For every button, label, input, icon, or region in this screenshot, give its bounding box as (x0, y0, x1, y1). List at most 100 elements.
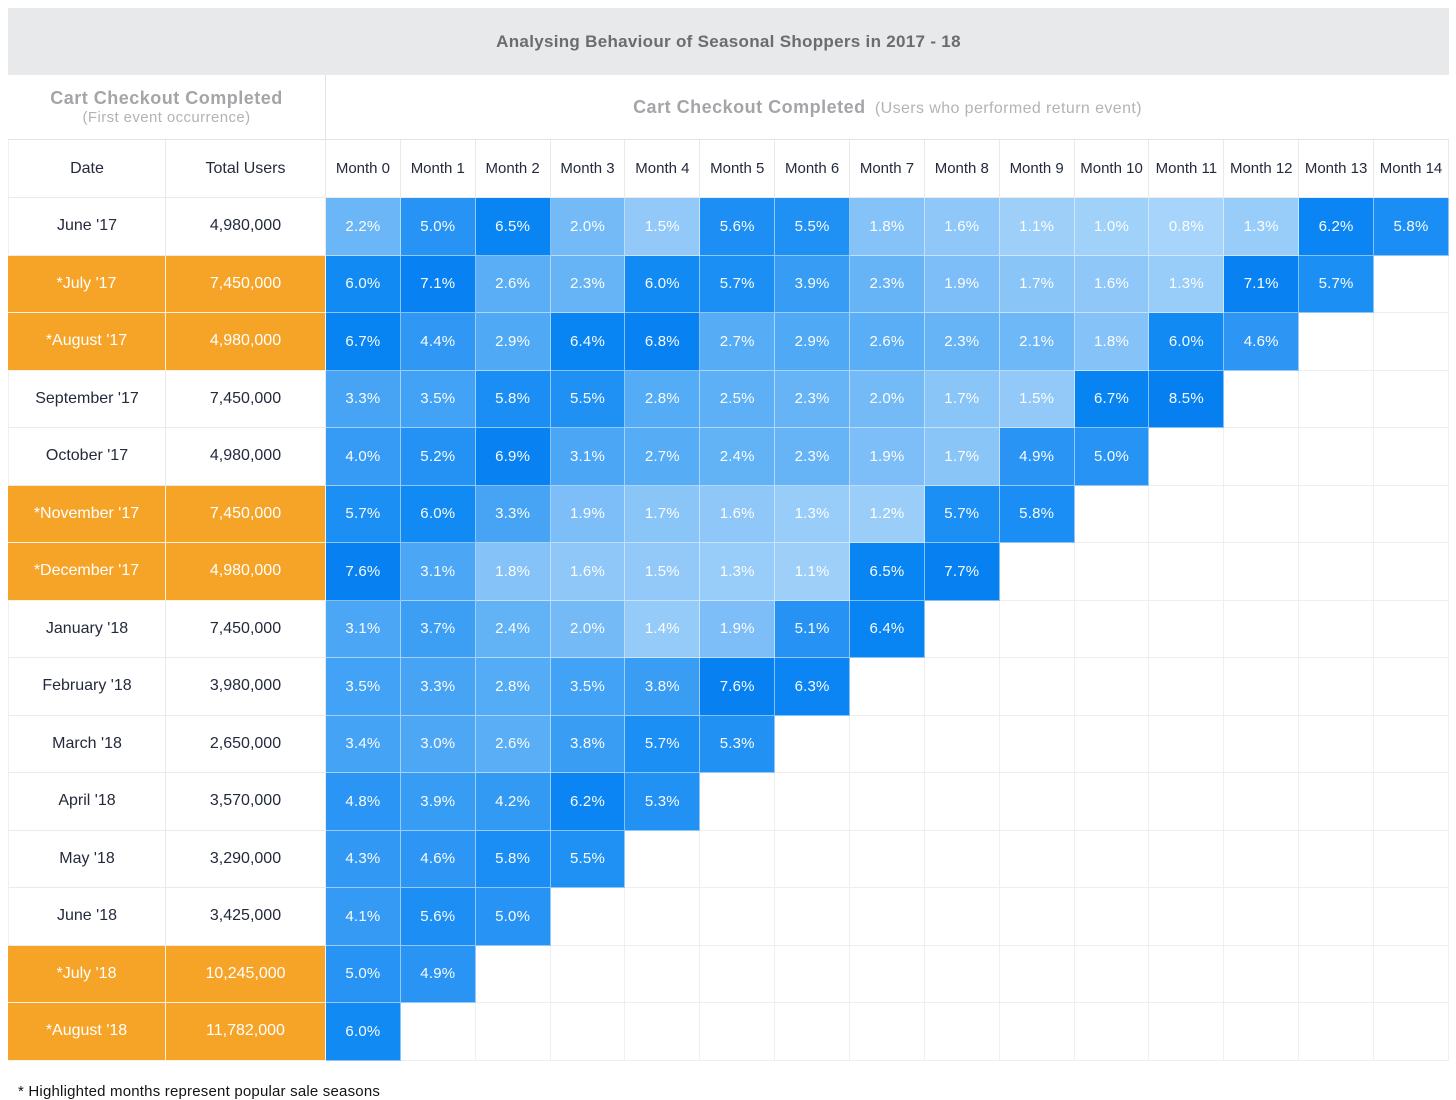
retention-cell-m10: 1.6% (1074, 255, 1150, 313)
col-header-month-10: Month 10 (1074, 140, 1150, 198)
retention-cell-m5: 5.6% (700, 198, 776, 256)
empty-cell-m10 (1074, 773, 1150, 831)
retention-cell-m8: 1.9% (924, 255, 1000, 313)
retention-cell-m1: 3.7% (400, 600, 476, 658)
retention-cell-m2: 2.9% (475, 313, 551, 371)
retention-cell-m4: 5.7% (625, 715, 701, 773)
row-date: April '18 (8, 773, 166, 831)
empty-cell-m7 (850, 773, 925, 831)
row-total-users: 3,570,000 (166, 773, 326, 831)
empty-cell-m12 (1224, 830, 1300, 888)
subheader-row: Cart Checkout Completed (First event occ… (8, 75, 1449, 140)
retention-cell-m6: 1.1% (775, 543, 851, 601)
retention-cell-m0: 3.3% (326, 370, 401, 428)
col-header-month-6: Month 6 (775, 140, 851, 198)
return-event-subtitle: (Users who performed return event) (874, 99, 1142, 117)
retention-cell-m11: 0.8% (1149, 198, 1225, 256)
empty-cell-m14 (1374, 600, 1449, 658)
row-date: February '18 (8, 658, 166, 716)
empty-cell-m13 (1299, 773, 1375, 831)
retention-cell-m0: 2.2% (326, 198, 401, 256)
empty-cell-m6 (775, 945, 851, 1003)
retention-cell-m2: 6.5% (475, 198, 551, 256)
col-header-date: Date (8, 140, 166, 198)
retention-cell-m0: 4.1% (326, 888, 401, 946)
retention-cell-m1: 3.3% (400, 658, 476, 716)
empty-cell-m12 (1224, 715, 1300, 773)
retention-cell-m1: 4.6% (400, 830, 476, 888)
empty-cell-m11 (1149, 658, 1225, 716)
row-total-users: 7,450,000 (166, 485, 326, 543)
empty-cell-m14 (1374, 255, 1449, 313)
empty-cell-m13 (1299, 830, 1375, 888)
retention-cell-m4: 3.8% (625, 658, 701, 716)
retention-cell-m0: 7.6% (326, 543, 401, 601)
row-total-users: 4,980,000 (166, 198, 326, 256)
empty-cell-m6 (775, 888, 851, 946)
retention-cell-m12: 4.6% (1224, 313, 1300, 371)
empty-cell-m10 (1074, 600, 1150, 658)
retention-cell-m0: 4.8% (326, 773, 401, 831)
retention-cell-m5: 5.7% (700, 255, 776, 313)
retention-cell-m9: 1.5% (999, 370, 1075, 428)
empty-cell-m12 (1224, 543, 1300, 601)
row-date: March '18 (8, 715, 166, 773)
row-date: *November '17 (8, 485, 166, 543)
empty-cell-m10 (1074, 543, 1150, 601)
retention-cell-m8: 7.7% (924, 543, 1000, 601)
row-total-users: 3,980,000 (166, 658, 326, 716)
retention-cell-m4: 1.7% (625, 485, 701, 543)
row-date: *August '17 (8, 313, 166, 371)
retention-cell-m5: 5.3% (700, 715, 776, 773)
empty-cell-m12 (1224, 600, 1300, 658)
row-date: *August '18 (8, 1003, 166, 1061)
cohort-row-0: June '17 4,980,000 2.2% 5.0% 6.5% 2.0% 1.5% 5.6… (8, 198, 1449, 256)
empty-cell-m13 (1299, 543, 1375, 601)
retention-cell-m5: 7.6% (700, 658, 776, 716)
empty-cell-m12 (1224, 485, 1300, 543)
retention-cell-m1: 4.9% (400, 945, 476, 1003)
empty-cell-m8 (924, 773, 1000, 831)
retention-cell-m3: 3.5% (550, 658, 626, 716)
retention-cell-m3: 5.5% (550, 830, 626, 888)
retention-cell-m7: 1.8% (850, 198, 925, 256)
retention-cell-m11: 8.5% (1149, 370, 1225, 428)
retention-cell-m1: 3.1% (400, 543, 476, 601)
col-header-month-2: Month 2 (475, 140, 551, 198)
cohort-table: Cart Checkout Completed (First event occ… (8, 75, 1449, 1061)
row-total-users: 7,450,000 (166, 370, 326, 428)
empty-cell-m9 (999, 715, 1075, 773)
column-header-row: Date Total Users Month 0 Month 1 Month 2 Mo… (8, 140, 1449, 198)
retention-cell-m1: 5.6% (400, 888, 476, 946)
retention-cell-m4: 6.0% (625, 255, 701, 313)
row-date: October '17 (8, 428, 166, 486)
retention-cell-m8: 5.7% (924, 485, 1000, 543)
row-total-users: 7,450,000 (166, 600, 326, 658)
empty-cell-m8 (924, 830, 1000, 888)
retention-cell-m5: 1.9% (700, 600, 776, 658)
empty-cell-m10 (1074, 830, 1150, 888)
empty-cell-m11 (1149, 945, 1225, 1003)
empty-cell-m11 (1149, 773, 1225, 831)
row-total-users: 10,245,000 (166, 945, 326, 1003)
row-date: June '17 (8, 198, 166, 256)
empty-cell-m3 (550, 945, 626, 1003)
retention-cell-m10: 5.0% (1074, 428, 1150, 486)
retention-cell-m2: 6.9% (475, 428, 551, 486)
empty-cell-m11 (1149, 600, 1225, 658)
retention-cell-m11: 6.0% (1149, 313, 1225, 371)
empty-cell-m12 (1224, 773, 1300, 831)
empty-cell-m2 (475, 1003, 551, 1061)
retention-cell-m6: 6.3% (775, 658, 851, 716)
cohort-row-7: January '18 7,450,000 3.1% 3.7% 2.4% 2.0% 1.4%… (8, 600, 1449, 658)
footnote: * Highlighted months represent popular s… (18, 1082, 381, 1100)
retention-cell-m7: 6.4% (850, 600, 925, 658)
retention-cell-m1: 5.0% (400, 198, 476, 256)
empty-cell-m13 (1299, 715, 1375, 773)
retention-cell-m7: 2.3% (850, 255, 925, 313)
retention-cell-m6: 3.9% (775, 255, 851, 313)
empty-cell-m11 (1149, 428, 1225, 486)
retention-cell-m6: 2.9% (775, 313, 851, 371)
empty-cell-m9 (999, 1003, 1075, 1061)
cohort-row-12: June '18 3,425,000 4.1% 5.6% 5.0% (8, 888, 1449, 946)
